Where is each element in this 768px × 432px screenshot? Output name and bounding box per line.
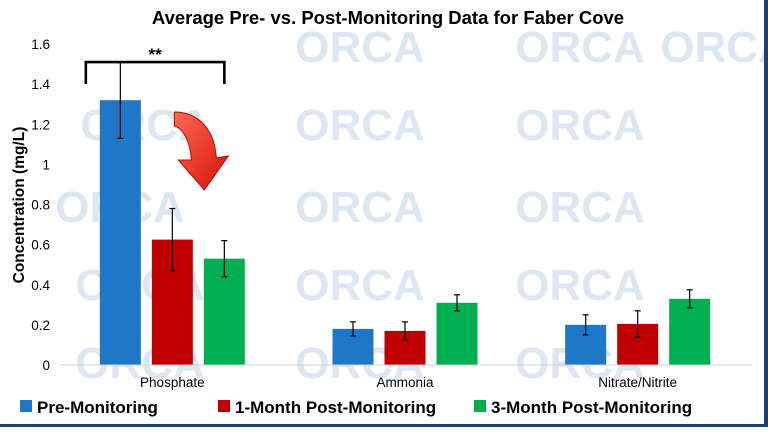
y-axis: 0 0.2 0.4 0.6 0.8 1 1.2 1.4 1.6 [31,37,50,373]
watermark-text: ORCA [295,183,425,232]
watermark-text: ORCA [295,23,425,72]
y-tick-label: 1 [42,157,50,172]
error-bar [454,294,460,312]
legend-swatch [474,400,486,412]
error-bar [686,289,693,309]
legend-swatch [20,400,32,412]
watermark-layer: ORCAORCAORCAORCAORCAORCAORCAORCAORCAORCA… [55,23,768,388]
legend-label: 1-Month Post-Monitoring [235,398,436,417]
y-axis-label: Concentration (mg/L) [11,127,28,284]
legend-item: 3-Month Post-Monitoring [474,398,692,417]
y-tick-label: 0.2 [31,318,50,333]
y-tick-label: 0.4 [31,278,50,293]
bar [436,302,478,365]
legend-label: 3-Month Post-Monitoring [491,398,692,417]
error-bar [221,240,228,278]
x-tick-label: Phosphate [140,375,205,390]
y-tick-label: 1.4 [31,77,50,92]
significance-label: ** [148,45,162,64]
y-tick-label: 1.6 [31,37,50,52]
legend: Pre-Monitoring 1-Month Post-Monitoring 3-M… [20,398,692,417]
y-tick-label: 0.8 [31,198,50,213]
bar [669,298,711,365]
watermark-text: ORCA [515,183,645,232]
legend-swatch [218,400,230,412]
watermark-text: ORCA [515,101,645,150]
error-bar [402,321,408,341]
y-tick-label: 1.2 [31,117,50,132]
x-axis: Phosphate Ammonia Nitrate/Nitrite [60,364,752,390]
annotation-layer: ** [84,45,230,191]
x-tick-label: Nitrate/Nitrite [598,375,677,390]
legend-item: Pre-Monitoring [20,398,158,417]
error-bar [582,314,589,336]
watermark-text: ORCA [295,261,425,310]
x-tick-label: Ammonia [376,375,434,390]
error-bar [169,207,176,272]
frame-right-edge [764,0,768,427]
error-bar [350,321,356,337]
watermark-text: ORCA [515,23,645,72]
y-tick-label: 0.6 [31,238,50,253]
bar [99,100,141,366]
legend-label: Pre-Monitoring [37,398,158,417]
legend-item: 1-Month Post-Monitoring [218,398,436,417]
significance-bracket: ** [84,45,226,85]
error-bars-layer [117,61,693,341]
bars-layer [99,100,711,366]
watermark-text: ORCA [295,101,425,150]
watermark-text: ORCA [515,261,645,310]
y-tick-label: 0 [42,358,50,373]
chart-title: Average Pre- vs. Post-Monitoring Data fo… [152,7,624,28]
decrease-arrow [173,111,230,191]
error-bar [634,310,641,338]
frame-bottom-edge [0,424,768,427]
watermark-text: ORCA [660,23,768,72]
